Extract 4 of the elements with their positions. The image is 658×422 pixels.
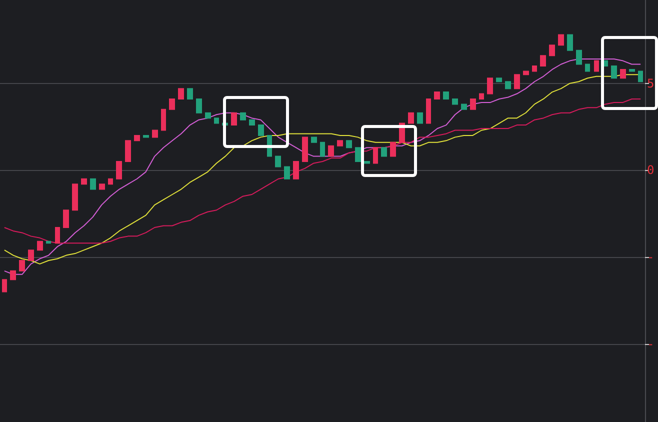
- y-tick-label: 0: [647, 163, 654, 178]
- y-tick-label: 5: [647, 76, 654, 90]
- y-tick-label: -: [647, 250, 654, 264]
- y-tick-label: -: [647, 336, 654, 351]
